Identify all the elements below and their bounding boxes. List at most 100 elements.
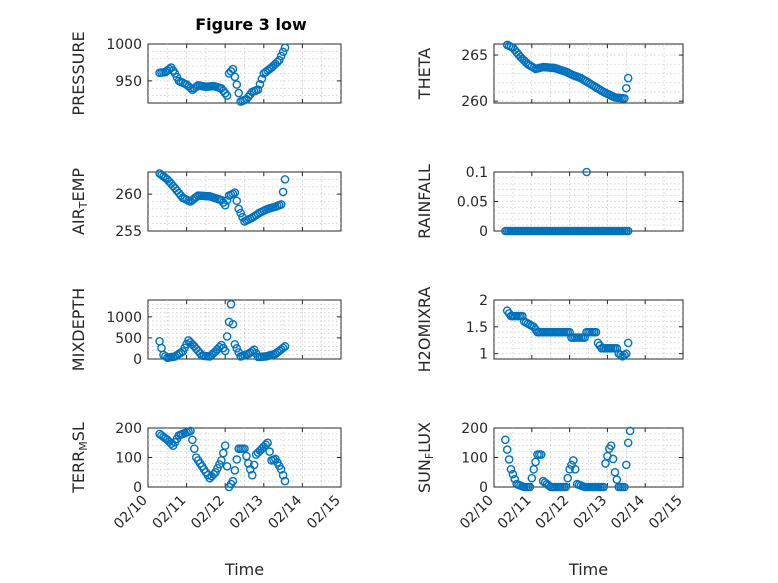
data-point [504,455,514,464]
data-point [220,346,230,356]
y-tick-label: 2 [479,293,488,309]
data-point [186,83,195,93]
y-tick-label: 100 [461,451,488,467]
data-point [244,459,253,468]
y-axis-label: THETA [415,48,434,100]
data-point [502,445,512,454]
y-tick-label: 0 [479,480,488,496]
data-point [508,469,518,479]
y-label-part: AIR [69,208,88,235]
y-label-subscript: T [77,201,90,209]
data-point [166,439,176,449]
y-tick-label: 500 [115,331,142,347]
data-point [278,470,288,480]
data-point [188,435,197,445]
y-tick-label: 265 [461,48,488,64]
y-tick-label: 0 [133,352,142,368]
y-label-subscript: M [77,441,90,451]
y-tick-label: 0.05 [457,195,488,211]
y-tick-label: 1000 [106,310,142,326]
data-point [501,435,510,445]
data-point [570,464,580,474]
data-point [622,349,631,358]
y-tick-label: 0 [479,224,488,240]
data-point [186,426,195,436]
data-point [622,460,631,470]
data-point [582,167,591,177]
data-point [226,299,236,309]
data-point [230,72,240,82]
x-axis-label: Time [224,560,264,579]
data-point [261,440,271,450]
data-point [236,208,245,218]
data-point [536,450,546,459]
y-tick-label: 260 [115,187,142,203]
y-label-part: THETA [415,48,434,100]
data-point [274,55,284,65]
y-axis-label: PRESSURE [69,31,88,115]
data-point [220,441,230,451]
data-point [280,342,290,351]
data-point [232,196,242,206]
y-label-part: EMP [69,168,88,202]
data-point [222,332,232,341]
data-point [625,426,635,436]
data-point [215,342,224,352]
x-axis-label: Time [568,560,608,579]
data-point [278,343,288,353]
data-point [190,444,199,453]
data-point [591,327,601,337]
data-point [257,74,267,84]
y-label-part: MIXDEPTH [69,288,88,371]
data-point [620,482,629,492]
y-label-part: LUX [415,422,434,453]
data-point [232,344,242,353]
data-point [249,460,259,470]
data-point [280,175,290,184]
data-point [616,350,625,360]
subplot-0: 950 1000 PRESSURE [69,31,342,116]
subplot-3: 0 0.05 0.1 RAINFALL [415,164,684,240]
y-label-part: SL [69,422,88,441]
data-point [620,94,629,103]
data-point [527,473,537,483]
data-point [518,311,527,321]
y-label-subscript: F [423,453,436,459]
subplot-2: 255 260 AIRTEMP [69,168,342,240]
data-point [276,51,286,61]
data-point [612,343,622,353]
data-point [265,447,274,456]
data-point [599,482,608,492]
data-point [569,456,578,465]
y-tick-label: 950 [115,74,142,90]
data-point [280,43,290,52]
data-point [228,319,238,329]
data-point [608,454,618,464]
data-point [209,469,218,479]
data-point [222,462,232,471]
data-point [253,85,263,95]
y-tick-label: 255 [115,224,142,240]
y-label-part: PRESSURE [69,31,88,115]
y-axis-label: MIXDEPTH [69,288,88,371]
data-point [230,465,240,475]
data-point [247,470,257,480]
y-label-part: H2OMIXRA [415,287,434,373]
data-point [623,73,633,83]
y-axis-label: RAINFALL [415,164,434,239]
y-tick-label: 0.1 [466,165,488,181]
subplot-4: 0 500 1000 MIXDEPTH [69,288,342,371]
y-tick-label: 0 [133,480,142,496]
y-tick-label: 200 [461,421,488,437]
y-label-part: TERR [69,451,88,494]
y-axis-label: H2OMIXRA [415,287,434,373]
data-point [561,482,571,492]
data-point [234,88,244,98]
data-point [278,187,288,197]
data-point [230,188,240,197]
y-tick-label: 260 [461,94,488,110]
data-point [222,196,232,205]
y-axis-label: AIRTEMP [69,168,90,235]
